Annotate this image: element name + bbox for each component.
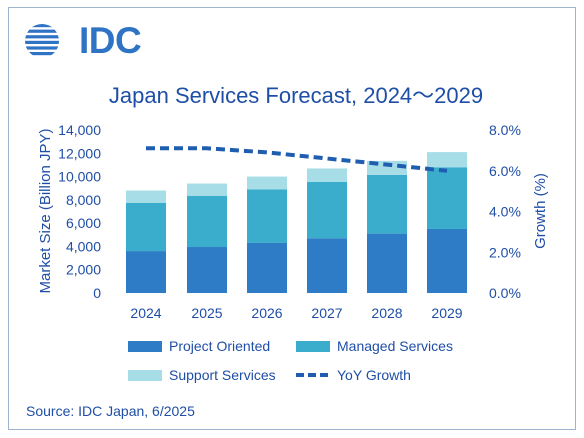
legend-label-yoy-growth: YoY Growth [337,367,411,383]
bar-managed-services [307,181,347,239]
y2-tick-label: 2.0% [489,244,521,260]
x-tick-label: 2027 [311,305,342,321]
legend-label-project-oriented: Project Oriented [169,338,270,354]
x-tick-label: 2025 [191,305,222,321]
y-tick-label: 4,000 [66,238,101,254]
legend-swatch-managed-services [296,341,330,352]
globe-icon [25,24,59,56]
y-tick-label: 14,000 [58,122,101,138]
bar-project-oriented [427,228,467,293]
line-yoy-growth [146,146,448,173]
legend-label-support-services: Support Services [169,367,276,383]
bar-managed-services [367,174,407,234]
x-tick-label: 2028 [371,305,402,321]
y-tick-label: 12,000 [58,145,101,161]
legend-swatch-project-oriented [128,341,162,352]
y2-tick-label: 8.0% [489,122,521,138]
y-tick-label: 0 [93,285,101,301]
bar-managed-services [126,202,166,252]
bar-project-oriented [126,251,166,293]
y-tick-label: 2,000 [66,262,101,278]
bar-project-oriented [367,233,407,293]
chart-title: Japan Services Forecast, 2024〜2029 [109,83,483,108]
legend-swatch-support-services [128,370,162,381]
bar-managed-services [247,189,287,243]
chart-frame [8,7,576,430]
bar-project-oriented [247,242,287,293]
y2-tick-label: 4.0% [489,204,521,220]
legend-label-managed-services: Managed Services [337,338,453,354]
bar-managed-services [187,195,227,248]
bar-project-oriented [187,247,227,293]
y2-tick-label: 0.0% [489,285,521,301]
bar-support-services [427,152,467,168]
logo-text: IDC [79,20,142,61]
y-axis-label: Market Size (Billion JPY) [37,128,54,293]
y-tick-label: 8,000 [66,192,101,208]
bar-support-services [187,183,227,196]
x-tick-label: 2026 [251,305,282,321]
y2-tick-label: 6.0% [489,163,521,179]
y-tick-label: 6,000 [66,215,101,231]
x-tick-label: 2029 [431,305,462,321]
y-tick-label: 10,000 [58,169,101,185]
idc-logo: IDC [22,20,152,62]
bar-support-services [126,190,166,203]
bar-support-services [247,176,287,190]
x-tick-label: 2024 [130,305,161,321]
bar-support-services [307,168,347,182]
source-note: Source: IDC Japan, 6/2025 [26,403,195,419]
bar-managed-services [427,167,467,229]
y2-axis-label: Growth (%) [532,173,549,249]
bar-project-oriented [307,238,347,293]
